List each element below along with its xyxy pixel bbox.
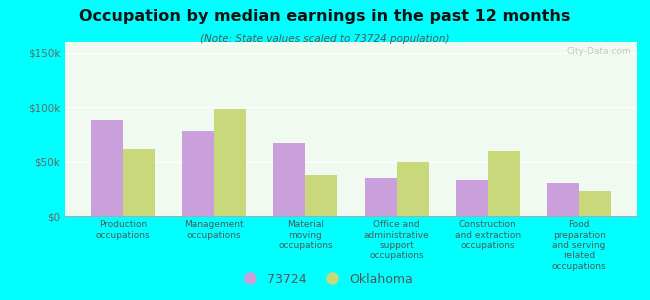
Legend: 73724, Oklahoma: 73724, Oklahoma <box>232 268 418 291</box>
Bar <box>274 143 305 216</box>
Bar <box>91 120 123 216</box>
Bar <box>488 151 520 216</box>
Bar <box>547 183 579 216</box>
Bar <box>214 110 246 216</box>
Bar <box>365 178 396 216</box>
Text: (Note: State values scaled to 73724 population): (Note: State values scaled to 73724 popu… <box>200 34 450 44</box>
Text: City-Data.com: City-Data.com <box>567 47 631 56</box>
Text: Occupation by median earnings in the past 12 months: Occupation by median earnings in the pas… <box>79 9 571 24</box>
Bar <box>306 175 337 216</box>
Bar <box>456 180 488 216</box>
Bar <box>579 191 611 216</box>
Bar <box>396 162 428 216</box>
Bar <box>123 148 155 216</box>
Bar <box>182 131 214 216</box>
